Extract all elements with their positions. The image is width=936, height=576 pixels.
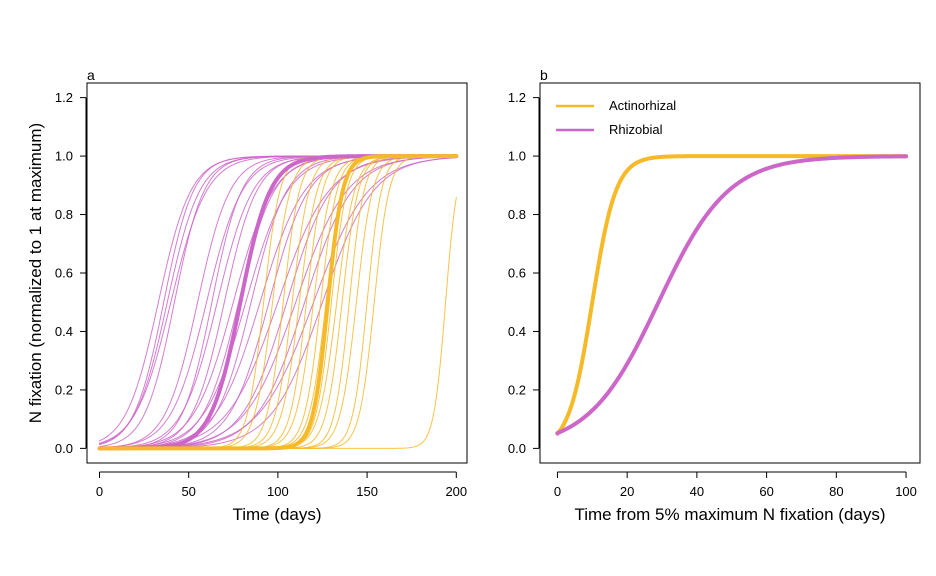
panel-b-tag: b bbox=[540, 67, 548, 83]
y-axis-title: N fixation (normalized to 1 at maximum) bbox=[26, 123, 45, 423]
panel-b-legend: Actinorhizal Rhizobial bbox=[556, 98, 676, 137]
y-tick-label: 0.0 bbox=[508, 441, 526, 456]
panel-b-x-axis: 0 20 40 60 80 100 bbox=[554, 471, 917, 499]
x-tick-label: 200 bbox=[445, 484, 467, 499]
rhizobial-mean-curve bbox=[555, 154, 909, 436]
legend-label-rhizobial: Rhizobial bbox=[609, 122, 663, 137]
x-tick-label: 100 bbox=[267, 484, 289, 499]
y-tick-label: 0.0 bbox=[55, 441, 73, 456]
x-tick-label: 80 bbox=[829, 484, 843, 499]
x-tick-label: 60 bbox=[759, 484, 773, 499]
y-tick-label: 1.0 bbox=[508, 149, 526, 164]
panel-b: b 0 20 40 60 80 100 0.0 0.2 0.4 0.6 0.8 1.0 1.2 Tim… bbox=[508, 67, 921, 524]
actinorhizal-curve bbox=[98, 197, 457, 449]
y-tick-label: 1.2 bbox=[508, 90, 526, 105]
y-tick-label: 1.0 bbox=[55, 149, 73, 164]
y-tick-label: 0.2 bbox=[55, 382, 73, 397]
panel-a-curves bbox=[97, 154, 459, 451]
y-tick-label: 0.8 bbox=[508, 207, 526, 222]
y-tick-label: 0.6 bbox=[55, 266, 73, 281]
x-tick-label: 20 bbox=[620, 484, 634, 499]
x-tick-label: 100 bbox=[895, 484, 917, 499]
legend-label-actinorhizal: Actinorhizal bbox=[609, 98, 676, 113]
y-tick-label: 0.2 bbox=[508, 382, 526, 397]
panel-a-plot-box bbox=[86, 82, 468, 464]
panel-a-x-axis-title: Time (days) bbox=[232, 505, 321, 524]
y-tick-label: 0.6 bbox=[508, 266, 526, 281]
y-tick-label: 0.4 bbox=[508, 324, 526, 339]
x-tick-label: 50 bbox=[181, 484, 195, 499]
panel-a-y-axis: 0.0 0.2 0.4 0.6 0.8 1.0 1.2 bbox=[55, 90, 87, 456]
panel-b-plot-box bbox=[539, 82, 921, 464]
panel-b-y-axis: 0.0 0.2 0.4 0.6 0.8 1.0 1.2 bbox=[508, 90, 540, 456]
panel-b-curves bbox=[555, 154, 909, 436]
x-tick-label: 0 bbox=[96, 484, 103, 499]
x-tick-label: 40 bbox=[690, 484, 704, 499]
panel-a-x-axis: 0 50 100 150 200 bbox=[96, 471, 467, 499]
x-tick-label: 150 bbox=[356, 484, 378, 499]
x-tick-label: 0 bbox=[554, 484, 561, 499]
y-tick-label: 0.8 bbox=[55, 207, 73, 222]
panel-a: a 0 50 100 150 200 0.0 0.2 0.4 0.6 0.8 1.0 1.2 Tim… bbox=[55, 67, 468, 524]
y-tick-label: 0.4 bbox=[55, 324, 73, 339]
y-tick-label: 1.2 bbox=[55, 90, 73, 105]
panel-a-tag: a bbox=[87, 67, 95, 83]
actinorhizal-mean-curve bbox=[97, 154, 459, 451]
panel-b-x-axis-title: Time from 5% maximum N fixation (days) bbox=[574, 505, 885, 524]
